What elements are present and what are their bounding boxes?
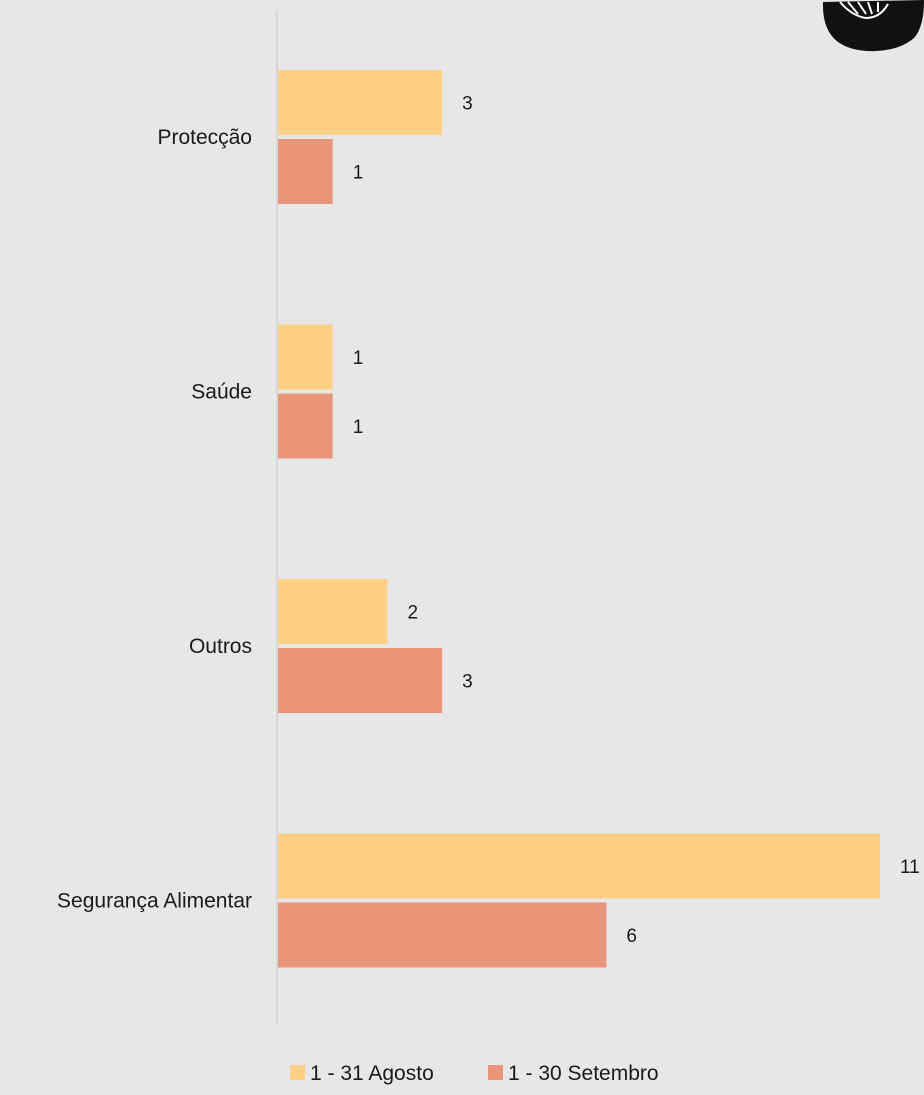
data-label-seguranca-alimentar-series-2: 6 [626, 926, 637, 947]
bar-outros-series-2 [278, 648, 443, 713]
data-label-seguranca-alimentar-series-1: 11 [900, 857, 920, 878]
bar-seguranca-alimentar-series-1 [278, 833, 880, 899]
bar-saude-series-1 [278, 324, 333, 390]
data-label-saude-series-2: 1 [353, 417, 364, 438]
data-label-outros-series-2: 3 [462, 672, 473, 693]
category-label-outros: Outros [189, 635, 252, 658]
category-label-proteccao: Protecção [157, 126, 252, 149]
legend-swatch-series-2 [488, 1065, 503, 1080]
category-label-seguranca-alimentar: Segurança Alimentar [57, 890, 252, 913]
bar-proteccao-series-1 [278, 70, 443, 135]
data-label-saude-series-1: 1 [353, 348, 364, 369]
category-label-saude: Saúde [191, 381, 252, 404]
data-label-outros-series-1: 2 [407, 603, 418, 624]
legend-label-series-2: 1 - 30 Setembro [508, 1062, 659, 1085]
bar-proteccao-series-2 [278, 139, 333, 204]
food-bowl-icon [822, 0, 924, 52]
legend-label-series-1: 1 - 31 Agosto [310, 1062, 434, 1085]
data-label-proteccao-series-2: 1 [353, 163, 364, 184]
data-label-proteccao-series-1: 3 [462, 94, 473, 115]
legend-swatch-series-1 [290, 1065, 305, 1080]
bar-outros-series-1 [278, 579, 388, 644]
bar-saude-series-2 [278, 393, 333, 459]
legend: 1 - 31 Agosto 1 - 30 Setembro [290, 1062, 659, 1085]
bar-seguranca-alimentar-series-2 [278, 902, 607, 968]
